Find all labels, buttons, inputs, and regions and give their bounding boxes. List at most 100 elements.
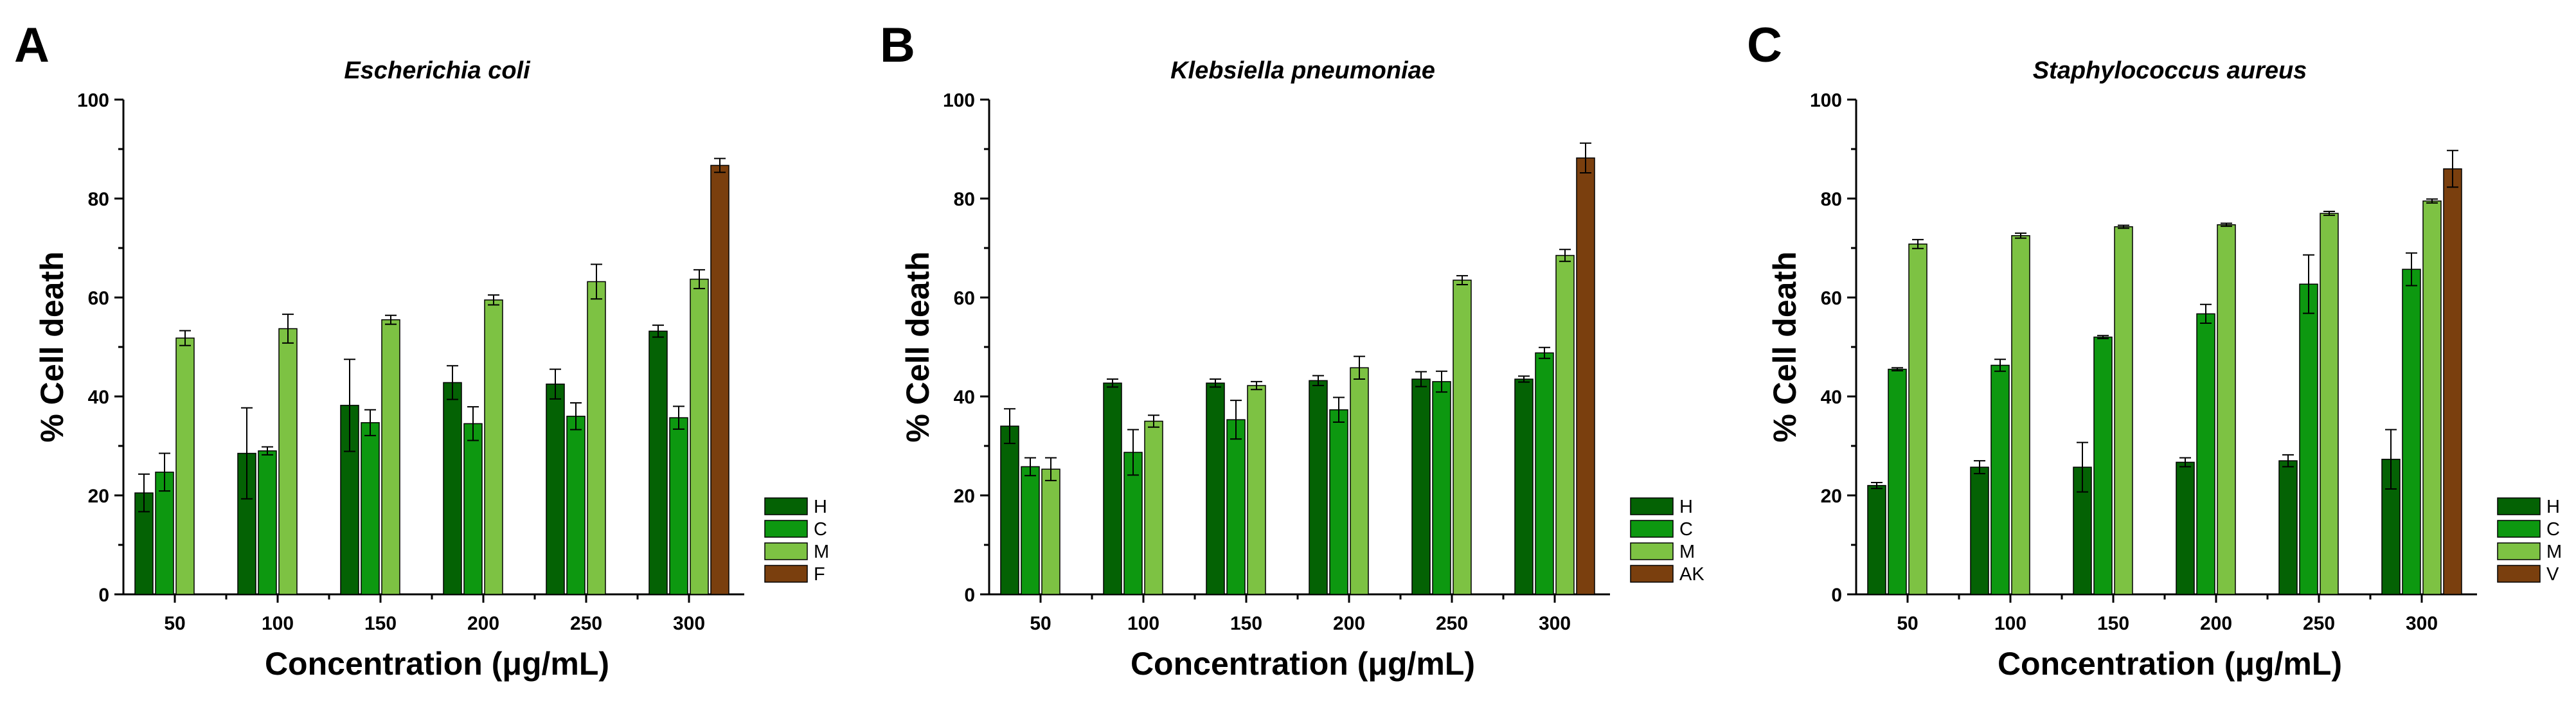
y-axis-label: % Cell death [900,251,936,442]
legend-swatch-c [764,520,808,538]
y-tick-label: 40 [1821,387,1842,408]
bar-c-250 [1432,381,1451,595]
bar-m-200 [2217,224,2236,595]
legend-label-c: C [1679,519,1693,540]
x-tick-label: 50 [1897,613,1918,634]
bar-m-300 [690,278,709,595]
bar-c-200 [463,423,483,595]
x-tick-label: 250 [570,613,602,634]
bar-c-50 [1888,368,1907,595]
bar-m-100 [278,328,298,595]
legend-label-f: F [814,564,825,585]
y-axis-label: % Cell death [1767,251,1803,442]
bar-m-50 [1908,244,1928,595]
legend-label-ak: AK [1679,564,1704,585]
bar-m-150 [1247,385,1266,595]
bar-m-50 [175,337,195,595]
bar-c-150 [361,422,380,595]
x-tick-label: 200 [467,613,499,634]
panel-letter: B [880,18,915,73]
legend-label-c: C [2546,519,2560,540]
bar-c-50 [155,472,174,595]
bar-h-200 [1309,380,1328,595]
y-tick-label: 0 [964,585,975,606]
bar-ak-300 [1576,157,1595,595]
y-tick-label: 20 [1821,486,1842,507]
bar-c-100 [1123,452,1143,595]
bar-m-100 [1144,420,1163,595]
y-tick-label: 60 [88,288,109,309]
bar-m-200 [1350,367,1369,595]
legend-swatch-m [1630,542,1674,560]
x-tick-label: 100 [1994,613,2026,634]
bar-h-300 [648,330,668,595]
x-tick-label: 250 [2303,613,2335,634]
bar-c-250 [566,416,586,595]
x-tick-label: 50 [164,613,185,634]
y-tick-label: 40 [88,387,109,408]
y-tick-label: 20 [954,486,975,507]
legend-label-v: V [2546,564,2559,585]
bar-h-200 [443,382,462,595]
bar-c-300 [669,417,688,595]
bar-c-150 [2093,336,2113,595]
legend-swatch-m [2497,542,2541,560]
x-axis-label: Concentration (μg/mL) [265,646,609,682]
legend-label-h: H [814,497,827,517]
y-tick-label: 100 [1810,90,1842,111]
legend-swatch-c [1630,520,1674,538]
chart-panel-c: C Staphylococcus aureus 0 20 40 60 80 100 50 100 1… [1747,18,2562,682]
y-tick-label: 40 [954,387,975,408]
bar-h-250 [546,384,565,595]
x-tick-label: 50 [1030,613,1051,634]
y-tick-label: 80 [1821,189,1842,210]
x-axis-label: Concentration (μg/mL) [1131,646,1475,682]
bar-m-250 [1453,280,1472,595]
x-tick-label: 300 [673,613,705,634]
chart-panel-b: B Klebsiella pneumoniae 0 20 40 60 80 100 50 100 1… [880,18,1704,682]
legend-label-h: H [1679,497,1693,517]
panel-letter: C [1747,18,1782,73]
x-tick-label: 150 [1230,613,1262,634]
legend-swatch-ak [1630,565,1674,583]
chart-title: Klebsiella pneumoniae [1170,57,1435,84]
legend-swatch-v [2497,565,2541,583]
bar-h-100 [1970,466,1989,595]
bar-v-300 [2443,168,2462,595]
y-axis-label: % Cell death [34,251,70,442]
x-tick-label: 250 [1436,613,1468,634]
chart-panel-a: A Escherichia coli 0 20 40 60 80 100 50 100 150 200… [14,18,829,682]
legend-swatch-m [764,542,808,560]
legend-label-m: M [814,542,829,562]
bar-c-100 [258,450,277,595]
bar-c-200 [1329,409,1348,595]
x-tick-label: 150 [2097,613,2129,634]
x-tick-label: 200 [1333,613,1365,634]
y-tick-label: 80 [954,189,975,210]
x-axis-label: Concentration (μg/mL) [1998,646,2342,682]
legend-label-m: M [1679,542,1695,562]
chart-title: Escherichia coli [344,57,531,84]
y-tick-label: 20 [88,486,109,507]
bar-c-50 [1021,466,1040,595]
y-tick-label: 100 [77,90,109,111]
x-tick-label: 100 [262,613,294,634]
y-tick-label: 0 [98,585,109,606]
bar-c-100 [1990,364,2010,595]
bar-m-150 [2114,226,2133,595]
bar-c-250 [2299,283,2318,595]
bar-c-300 [2402,269,2421,595]
legend-swatch-c [2497,520,2541,538]
bar-c-300 [1535,352,1554,595]
bar-f-300 [710,164,729,595]
bar-m-250 [587,281,606,595]
bar-h-150 [1206,382,1225,595]
bar-h-300 [1514,378,1534,595]
legend-label-c: C [814,519,827,540]
legend-swatch-h [764,497,808,515]
bar-m-200 [484,299,503,595]
panel-letter: A [14,18,49,73]
